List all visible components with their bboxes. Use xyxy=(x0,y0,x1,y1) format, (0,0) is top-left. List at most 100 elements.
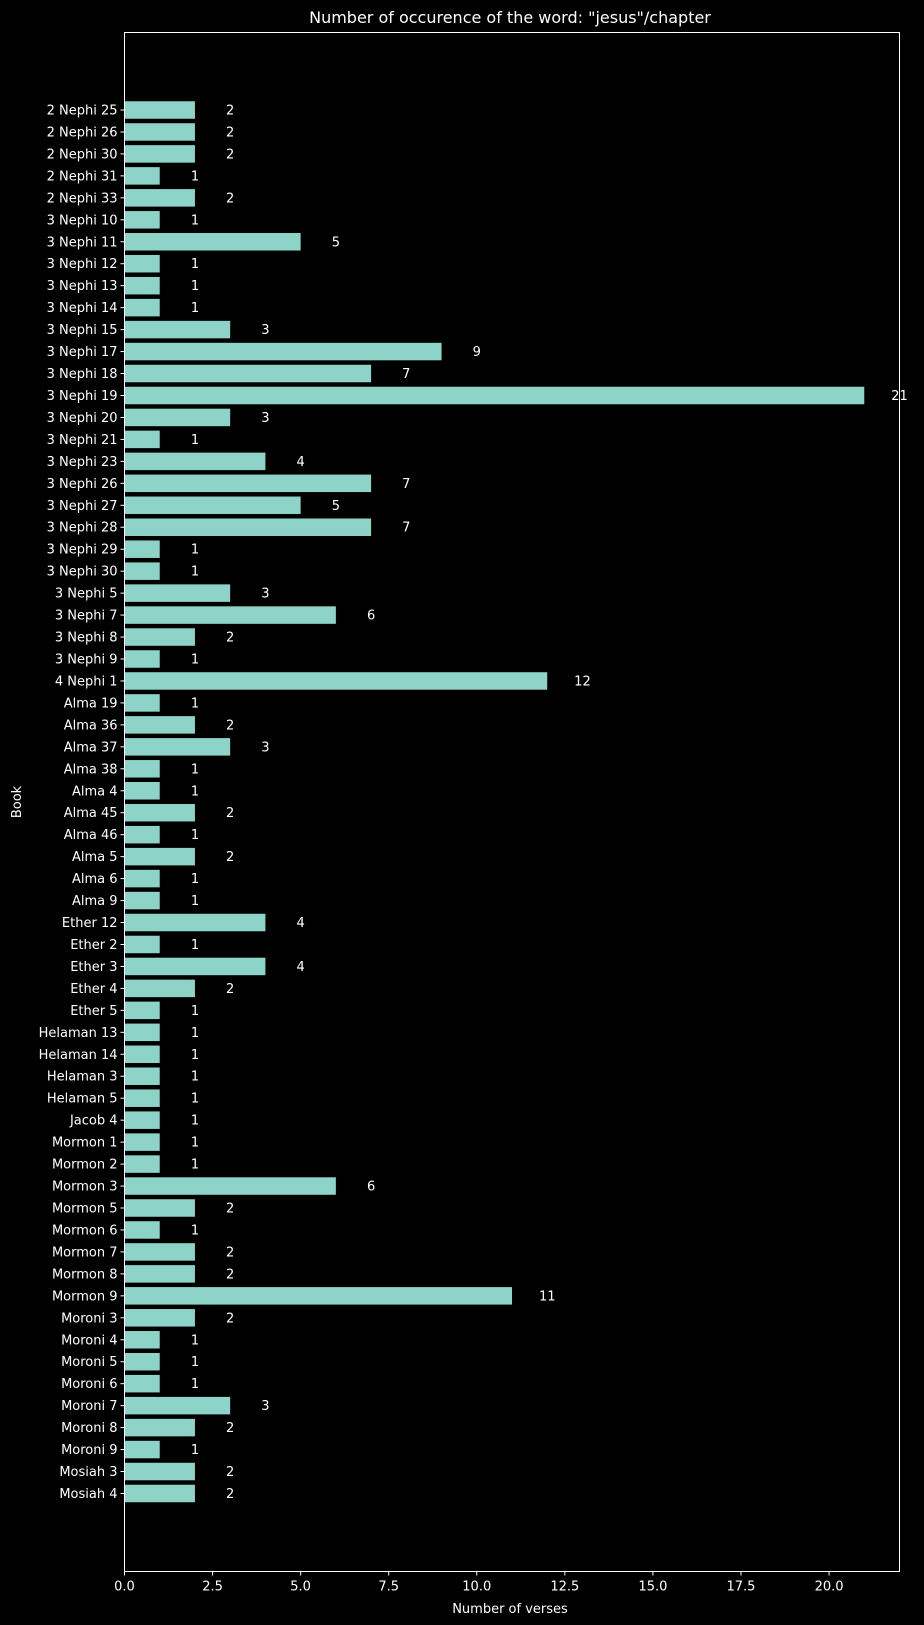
y-tick-labels: 2 Nephi 25 2 Nephi 26 2 Nephi 30 2 Nephi 31… xyxy=(39,104,125,1502)
y-tick-label: 3 Nephi 9 xyxy=(55,653,118,668)
data-label: 11 xyxy=(539,1289,556,1304)
y-tick-label: 3 Nephi 21 xyxy=(47,433,118,448)
y-tick-label: 4 Nephi 1 xyxy=(55,674,118,689)
y-tick-label: 3 Nephi 8 xyxy=(55,631,118,646)
y-tick-label: 3 Nephi 29 xyxy=(47,543,118,558)
y-tick-label: Moroni 9 xyxy=(61,1443,117,1458)
y-tick-label: 3 Nephi 5 xyxy=(55,587,118,602)
y-tick-label: Ether 12 xyxy=(62,916,118,931)
y-tick-label: 3 Nephi 17 xyxy=(47,345,118,360)
bar xyxy=(124,452,266,471)
data-label: 1 xyxy=(191,1026,199,1041)
y-tick-label: Alma 36 xyxy=(64,718,118,733)
y-tick-label: Mormon 3 xyxy=(52,1180,118,1195)
bar xyxy=(124,540,160,558)
data-label: 9 xyxy=(473,345,481,360)
data-label: 2 xyxy=(226,718,234,733)
data-label: 2 xyxy=(226,104,234,119)
bar xyxy=(124,364,372,383)
y-tick-label: 3 Nephi 27 xyxy=(47,499,118,514)
bar xyxy=(124,1045,160,1064)
data-label: 5 xyxy=(332,235,340,250)
y-tick-label: Moroni 4 xyxy=(61,1333,117,1348)
y-tick-label: Mosiah 4 xyxy=(59,1487,117,1502)
bar xyxy=(124,1111,160,1129)
x-tick-label: 10.0 xyxy=(462,1580,491,1595)
bar xyxy=(124,386,865,405)
bar xyxy=(124,628,195,646)
y-tick-label: Mormon 9 xyxy=(52,1289,118,1304)
bar xyxy=(124,189,195,207)
bar xyxy=(124,276,160,295)
data-label: 2 xyxy=(226,1202,234,1217)
bar xyxy=(124,1177,336,1195)
bar xyxy=(124,979,195,998)
data-label: 2 xyxy=(226,191,234,206)
bar xyxy=(124,254,160,273)
data-label: 2 xyxy=(226,1311,234,1326)
y-tick-label: Mosiah 3 xyxy=(59,1465,117,1480)
y-tick-label: 3 Nephi 7 xyxy=(55,609,118,624)
y-tick-label: Alma 46 xyxy=(64,828,118,843)
bar xyxy=(124,474,372,493)
y-tick-label: Ether 5 xyxy=(70,1004,117,1019)
bar xyxy=(124,1023,160,1042)
bar xyxy=(124,891,160,910)
y-tick-label: 2 Nephi 31 xyxy=(47,169,118,184)
y-tick-label: 3 Nephi 30 xyxy=(47,565,118,580)
data-label: 3 xyxy=(261,411,269,426)
y-tick-label: 3 Nephi 11 xyxy=(47,235,118,250)
data-label: 12 xyxy=(574,674,591,689)
data-label: 7 xyxy=(402,521,410,536)
y-tick-label: Alma 6 xyxy=(72,872,118,887)
x-tick-label: 7.5 xyxy=(378,1580,399,1595)
y-tick-label: 2 Nephi 25 xyxy=(47,104,118,119)
y-tick-label: Alma 4 xyxy=(72,784,118,799)
data-label: 3 xyxy=(261,1399,269,1414)
bar xyxy=(124,1265,195,1283)
data-label: 1 xyxy=(191,828,199,843)
bar xyxy=(124,957,266,976)
data-label: 1 xyxy=(191,1443,199,1458)
y-tick-label: 3 Nephi 15 xyxy=(47,323,118,338)
data-label: 5 xyxy=(332,499,340,514)
bar xyxy=(124,496,301,515)
y-tick-label: Alma 45 xyxy=(64,806,118,821)
bar xyxy=(124,716,195,734)
bar xyxy=(124,803,195,822)
y-tick-label: Helaman 14 xyxy=(39,1048,118,1063)
y-tick-label: Ether 4 xyxy=(70,982,117,997)
y-tick-label: 3 Nephi 14 xyxy=(47,301,118,316)
data-label: 2 xyxy=(226,806,234,821)
bar xyxy=(124,584,231,602)
y-tick-label: Mormon 5 xyxy=(52,1202,118,1217)
data-label: 2 xyxy=(226,147,234,162)
y-tick-label: Helaman 5 xyxy=(47,1092,118,1107)
bar xyxy=(124,1133,160,1151)
data-label: 3 xyxy=(261,587,269,602)
bar xyxy=(124,847,195,866)
y-tick-label: 2 Nephi 26 xyxy=(47,125,118,140)
bar xyxy=(124,123,195,141)
data-label: 3 xyxy=(261,740,269,755)
bar xyxy=(124,672,548,690)
data-label: 2 xyxy=(226,850,234,865)
y-tick-label: Mormon 1 xyxy=(52,1136,118,1151)
bar xyxy=(124,1199,195,1217)
data-label: 1 xyxy=(191,1092,199,1107)
bar xyxy=(124,342,442,361)
data-label: 1 xyxy=(191,1355,199,1370)
data-label: 6 xyxy=(367,1180,375,1195)
data-label: 1 xyxy=(191,1377,199,1392)
bar xyxy=(124,1484,195,1503)
bar xyxy=(124,1221,160,1239)
data-label: 4 xyxy=(296,916,304,931)
bar xyxy=(124,935,160,954)
y-tick-label: 3 Nephi 19 xyxy=(47,389,118,404)
y-tick-label: Jacob 4 xyxy=(69,1114,118,1129)
data-label: 1 xyxy=(191,1114,199,1129)
y-tick-label: Mormon 6 xyxy=(52,1223,118,1238)
y-tick-label: 3 Nephi 18 xyxy=(47,367,118,382)
y-tick-label: 2 Nephi 33 xyxy=(47,191,118,206)
